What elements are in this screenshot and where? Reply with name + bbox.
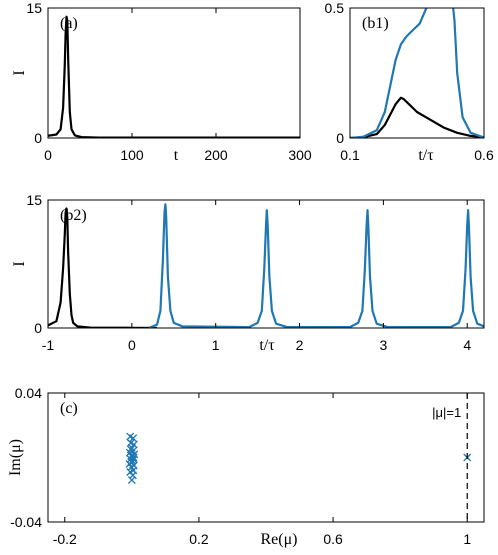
x-tick-label: -1 — [42, 337, 55, 353]
panel-label: (b2) — [60, 207, 87, 224]
y-tick-label: 0 — [34, 130, 42, 146]
scatter-point — [127, 476, 136, 485]
scatter-point-stroke — [126, 445, 135, 454]
plot-area-b2 — [48, 203, 484, 328]
x-tick-label: -0.2 — [53, 531, 77, 547]
scatter-point-stroke — [126, 432, 135, 441]
y-axis-label: Im(μ) — [7, 439, 24, 476]
x-axis-label: Re(μ) — [260, 531, 297, 548]
y-tick-label: -0.04 — [10, 514, 42, 530]
x-tick-label: 2 — [296, 337, 304, 353]
x-tick-label: 0.2 — [189, 531, 209, 547]
scatter-point — [129, 455, 138, 464]
series-line-b1-blue — [350, 8, 484, 138]
series-line-a-black — [48, 15, 300, 138]
panel-a: 0 100 200 300 0 15 t I (a) — [11, 0, 312, 164]
plot-area-c — [125, 432, 472, 485]
y-tick-label: 0 — [336, 130, 344, 146]
y-axis-label: I — [11, 70, 28, 75]
x-axis-label: t — [174, 147, 179, 164]
series-line-b2-black — [48, 207, 158, 328]
x-tick-label: 0 — [128, 337, 136, 353]
y-tick-label: 0 — [34, 320, 42, 336]
x-tick-label: 0.6 — [474, 147, 494, 163]
scatter-point-stroke — [129, 434, 138, 443]
x-axis-label: t/τ — [259, 337, 275, 354]
plot-area-a — [48, 15, 300, 138]
scatter-point-stroke — [128, 471, 137, 480]
y-tick-label: 0.5 — [325, 0, 345, 16]
series-line-b2-blue — [148, 203, 484, 328]
x-tick-label: 0.1 — [340, 147, 360, 163]
panel-label: (b1) — [362, 15, 389, 32]
scatter-point — [126, 445, 135, 454]
x-tick-label: 0 — [44, 147, 52, 163]
panel-label: (c) — [60, 400, 78, 417]
y-tick-label: 15 — [26, 192, 42, 208]
x-axis-label: t/τ — [418, 147, 434, 164]
panel-b1: 0.1 0.6 0 0.5 t/τ (b1) — [325, 0, 494, 164]
panel-label: (a) — [60, 15, 78, 32]
scatter-point-stroke — [127, 476, 136, 485]
scatter-point-stroke — [129, 455, 138, 464]
plot-area-b1 — [350, 8, 484, 138]
axes-frame-b1 — [349, 7, 485, 139]
y-tick-label: 0.04 — [15, 385, 42, 401]
x-tick-label: 4 — [463, 337, 471, 353]
scatter-point — [128, 471, 137, 480]
x-tick-label: 1 — [212, 337, 220, 353]
scatter-point — [129, 434, 138, 443]
series-line-b1-black — [350, 96, 484, 138]
axes-frame-c — [47, 392, 485, 523]
x-tick-label: 300 — [288, 147, 312, 163]
x-tick-label: 100 — [120, 147, 144, 163]
scatter-point-stroke — [127, 463, 136, 472]
axes-frame-a — [47, 7, 301, 139]
panel-c: -0.2 0.2 0.6 1 0.04 -0.04 Re(μ) Im(μ) (c) |μ|=1 — [7, 385, 485, 548]
axes-frame-b2 — [47, 199, 485, 329]
y-axis-label: I — [11, 261, 28, 266]
unit-circle-annotation: |μ|=1 — [432, 405, 461, 420]
x-tick-label: 200 — [204, 147, 228, 163]
x-tick-label: 3 — [379, 337, 387, 353]
y-tick-label: 15 — [26, 0, 42, 16]
x-tick-label: 0.6 — [323, 531, 343, 547]
x-tick-label: 1 — [463, 531, 471, 547]
